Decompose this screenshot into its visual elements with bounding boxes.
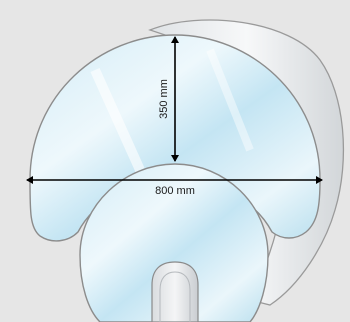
- support-handle: [151, 261, 199, 322]
- glass-highlight: [206, 48, 254, 152]
- handle-inner-edge: [159, 271, 191, 322]
- height-dimension-label: 350 mm: [158, 79, 170, 119]
- width-dimension-label: 800 mm: [155, 185, 195, 197]
- glass-highlight: [90, 67, 145, 173]
- lower-glass-shelf: [79, 163, 269, 322]
